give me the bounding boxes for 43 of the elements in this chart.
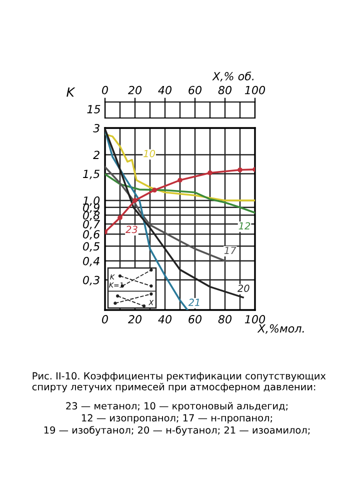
text: 19 — изобутанол; 20 — н-бутанол; 21 — изоамилол; <box>44 426 310 436</box>
y-tick-label: 1,5 <box>83 170 100 180</box>
text: 12 — изопропанол; 17 — н-пропанол; <box>82 414 272 424</box>
x-tick-label: 80 <box>218 315 232 324</box>
y-tick-label: 0,8 <box>83 211 100 221</box>
x2-tick-label: 0 <box>102 86 108 94</box>
x-tick-label: 40 <box>158 315 172 324</box>
series-label: 17 <box>224 246 236 254</box>
y-tick-label: 0,5 <box>83 242 100 252</box>
x-tick-label: 60 <box>188 315 202 324</box>
x2-axis-title: X,% об. <box>212 72 254 82</box>
point <box>178 178 182 183</box>
x2-tick-label: 20 <box>128 86 142 94</box>
x-tick-label: 0 <box>102 315 108 324</box>
point <box>152 188 157 193</box>
point <box>208 170 212 176</box>
y-tick-label: 3 <box>93 124 100 132</box>
line-series <box>105 133 255 202</box>
y-tick-label: 0,7 <box>83 220 100 230</box>
y-tick-label: 0,6 <box>83 230 100 240</box>
series-label: 23 <box>126 226 138 234</box>
x-tick-label: 100 <box>244 315 266 324</box>
text: Рис. II-10. Коэффициенты ректификации сопутствующих спирту летучих примесей при атмосферном давлении: <box>32 372 326 392</box>
line-series <box>105 173 255 214</box>
series-label: 21 <box>188 298 200 306</box>
series-label: 10 <box>144 150 155 158</box>
x2-tick-label: 60 <box>188 86 202 94</box>
series-label: 12 <box>238 222 250 230</box>
y-tick-label: 0,3 <box>83 276 100 286</box>
text: 15 <box>87 105 100 114</box>
y-tick-label: 0,4 <box>83 256 100 266</box>
point <box>118 215 122 220</box>
y-axis-title: K <box>66 88 76 97</box>
x-tick-label: 20 <box>128 315 142 324</box>
point <box>132 198 138 203</box>
x-axis-title: X,%мол. <box>257 324 304 334</box>
x2-tick-label: 80 <box>218 86 232 94</box>
text: 23 — метанол; 10 — кротоновый альдегид; <box>66 402 288 412</box>
x2-tick-label: 40 <box>158 86 172 94</box>
y-tick-label: 2 <box>93 150 100 159</box>
point <box>238 167 242 172</box>
x2-tick-label: 100 <box>244 86 266 94</box>
series-label: 20 <box>237 284 250 292</box>
